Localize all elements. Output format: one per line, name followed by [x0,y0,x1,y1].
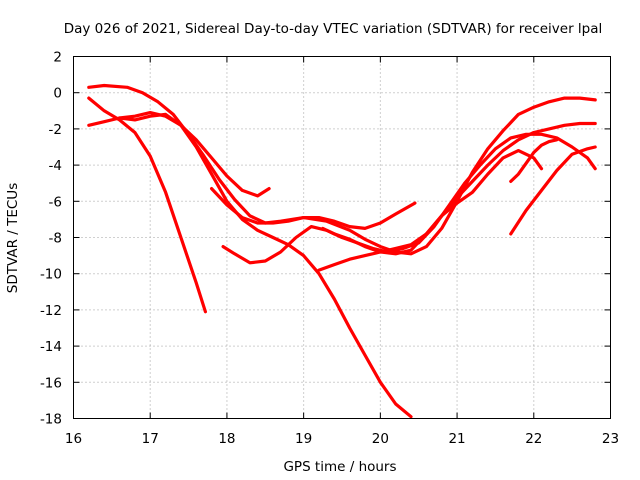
series-track-3 [87,96,207,314]
y-tick-label: -18 [40,412,62,428]
ticks [73,56,611,419]
y-tick-label: -16 [40,375,62,391]
x-tick-label: 19 [295,431,312,447]
x-tick-label: 23 [602,431,619,447]
y-axis-label: SDTVAR / TECUs [5,183,21,293]
series-track-9 [509,145,597,236]
x-tick-label: 17 [142,431,159,447]
y-tick-labels: 2 0 -2 -4 -6 -8 -10 -12 -14 -16 -18 [40,50,62,428]
y-tick-label: 2 [53,50,62,66]
y-tick-label: -4 [49,158,62,174]
y-tick-label: -2 [49,122,62,138]
x-axis-label: GPS time / hours [283,459,396,475]
series-track-1 [87,83,597,256]
x-tick-label: 20 [372,431,389,447]
series-track-4 [117,112,413,419]
y-tick-label: -8 [49,231,62,247]
series-track-10 [509,138,559,183]
series-track-7 [317,121,597,272]
x-tick-label: 22 [525,431,542,447]
y-tick-label: -12 [40,303,62,319]
y-tick-label: -14 [40,339,62,355]
chart-title: Day 026 of 2021, Sidereal Day-to-day VTE… [64,21,603,37]
y-tick-label: -10 [40,267,62,283]
y-tick-label: -6 [49,194,62,210]
x-tick-labels: 16 17 18 19 20 21 22 23 [65,431,619,447]
series-track-5 [210,187,417,230]
series-track-8 [321,149,544,256]
x-tick-label: 18 [218,431,235,447]
x-tick-label: 16 [65,431,82,447]
x-tick-label: 21 [448,431,465,447]
series-layer [87,83,597,419]
y-tick-label: 0 [53,86,62,102]
